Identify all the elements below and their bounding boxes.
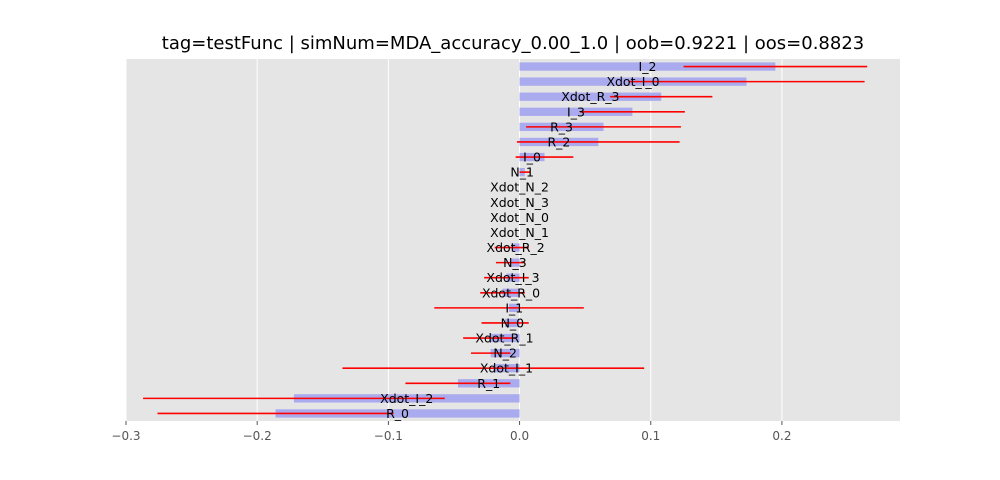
x-axis-ticks: −0.3 −0.2 −0.1 0.0 0.1 0.2 [111,421,791,443]
bar-label: Xdot_R_0 [482,285,540,300]
bar-label: N_1 [510,165,534,180]
chart-title: tag=testFunc | simNum=MDA_accuracy_0.00_… [162,33,864,54]
bar-label: I_3 [567,104,585,119]
bar-label: Xdot_I_3 [486,270,539,285]
bar-label: I_2 [639,59,657,74]
grid-lines [125,59,783,421]
plot-background [126,59,900,421]
bar-label: I_0 [523,150,541,165]
bar-label: N_3 [503,255,527,270]
x-tick-label: −0.2 [243,429,272,443]
bar [275,409,520,418]
bar-label: Xdot_N_1 [490,225,549,240]
x-tick-label: −0.1 [374,429,403,443]
bar-label: Xdot_R_1 [475,331,533,346]
error-bars [143,65,868,415]
bar-label: R_0 [386,406,409,421]
bar-label: N_0 [501,315,525,330]
bar-label: R_2 [547,134,570,149]
bar-label: Xdot_R_2 [487,240,545,255]
bar-label: Xdot_N_0 [490,210,549,225]
bar-label: Xdot_N_2 [490,180,549,195]
bar-label: Xdot_I_2 [380,391,433,406]
x-tick-label: 0.0 [510,429,529,443]
bar-label: Xdot_I_0 [606,74,659,89]
bar-label: Xdot_R_3 [561,89,619,104]
bar-labels: I_2Xdot_I_0Xdot_R_3I_3R_3R_2I_0N_1Xdot_N… [380,59,660,421]
bar-label: Xdot_I_1 [480,361,533,376]
bar [519,92,662,101]
bar-label: R_1 [477,376,500,391]
bar-label: R_3 [550,119,573,134]
x-tick-label: −0.3 [111,429,140,443]
bar-label: N_2 [493,346,517,361]
bar-label: I_1 [505,300,523,315]
x-tick-label: 0.2 [772,429,791,443]
bar-label: Xdot_N_3 [490,195,549,210]
bar [519,107,633,116]
bar [519,62,776,71]
x-tick-label: 0.1 [641,429,660,443]
